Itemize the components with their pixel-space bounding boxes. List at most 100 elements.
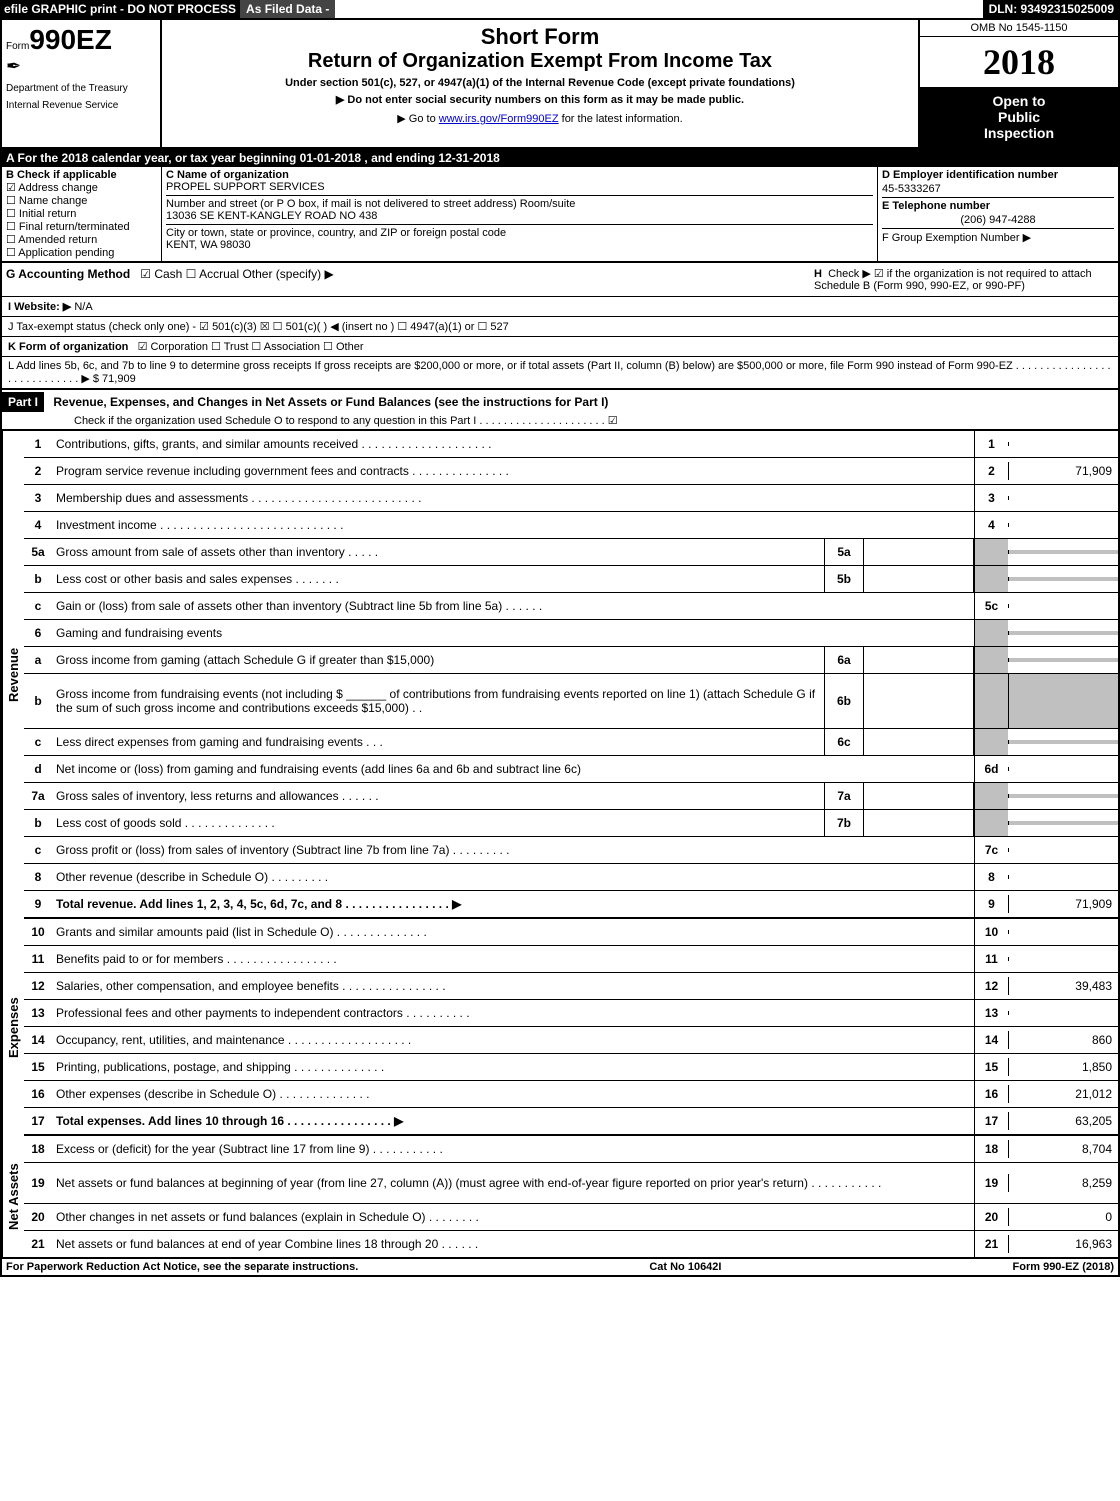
line-5a-subval [864, 539, 974, 565]
part-i-header: Part I Revenue, Expenses, and Changes in… [2, 388, 1118, 431]
check-address-change[interactable]: ☑ Address change [6, 181, 157, 194]
form-id-box: Form990EZ ✒ Department of the Treasury I… [2, 20, 162, 147]
tax-year: 2018 [920, 37, 1118, 87]
tax-year-end: 12-31-2018 [438, 151, 499, 165]
line-11-num: 11 [24, 950, 52, 968]
accounting-method-opts[interactable]: ☑ Cash ☐ Accrual Other (specify) ▶ [140, 267, 333, 281]
section-h-text: Check ▶ ☑ if the organization is not req… [814, 268, 1092, 292]
line-8-rnum: 8 [974, 864, 1008, 890]
section-i: I Website: ▶ N/A [2, 297, 1118, 317]
line-8-num: 8 [24, 868, 52, 886]
line-6-val [1008, 631, 1118, 635]
check-application-pending[interactable]: ☐ Application pending [6, 246, 157, 259]
line-16-val: 21,012 [1008, 1085, 1118, 1103]
form-frame: Form990EZ ✒ Department of the Treasury I… [0, 18, 1120, 1277]
line-2-val: 71,909 [1008, 462, 1118, 480]
line-6c-subval [864, 729, 974, 755]
line-6d-rnum: 6d [974, 756, 1008, 782]
line-4-rnum: 4 [974, 512, 1008, 538]
paperwork-notice: For Paperwork Reduction Act Notice, see … [6, 1261, 358, 1273]
section-l: L Add lines 5b, 6c, and 7b to line 9 to … [2, 357, 1118, 388]
line-3-num: 3 [24, 489, 52, 507]
check-name-change[interactable]: ☐ Name change [6, 194, 157, 207]
line-5c-rnum: 5c [974, 593, 1008, 619]
line-6-rnum [974, 620, 1008, 646]
check-initial-return[interactable]: ☐ Initial return [6, 207, 157, 220]
line-5a-num: 5a [24, 543, 52, 561]
line-1-desc: Contributions, gifts, grants, and simila… [52, 435, 974, 453]
line-7a-sub: 7a [824, 783, 864, 809]
tax-year-begin: 01-01-2018 [300, 151, 361, 165]
section-a-mid: , and ending [361, 151, 438, 165]
line-6a-subval [864, 647, 974, 673]
line-20-val: 0 [1008, 1208, 1118, 1226]
line-14-val: 860 [1008, 1031, 1118, 1049]
line-9-desc: Total revenue. Add lines 1, 2, 3, 4, 5c,… [52, 895, 974, 913]
line-13-num: 13 [24, 1004, 52, 1022]
line-18-num: 18 [24, 1140, 52, 1158]
check-amended-return[interactable]: ☐ Amended return [6, 233, 157, 246]
check-final-return[interactable]: ☐ Final return/terminated [6, 220, 157, 233]
line-5c-num: c [24, 597, 52, 615]
line-6-num: 6 [24, 624, 52, 642]
line-10-rnum: 10 [974, 919, 1008, 945]
cat-number: Cat No 10642I [649, 1261, 721, 1273]
dept-treasury: Department of the Treasury [6, 83, 156, 94]
addr-label: Number and street (or P O box, if mail i… [166, 198, 873, 210]
line-7b-desc: Less cost of goods sold . . . . . . . . … [52, 814, 824, 832]
org-name-label: C Name of organization [166, 169, 873, 181]
ein-value: 45-5333267 [882, 181, 1114, 198]
city-label: City or town, state or province, country… [166, 227, 873, 239]
line-20-desc: Other changes in net assets or fund bala… [52, 1208, 974, 1226]
line-2-num: 2 [24, 462, 52, 480]
line-14-desc: Occupancy, rent, utilities, and maintena… [52, 1031, 974, 1049]
line-6b-rnum [974, 674, 1008, 728]
efile-icon: ✒ [6, 56, 156, 77]
section-b-label: B Check if applicable [6, 169, 157, 181]
line-19-desc: Net assets or fund balances at beginning… [52, 1174, 974, 1192]
accounting-method-label: G Accounting Method [6, 267, 130, 281]
line-19-val: 8,259 [1008, 1174, 1118, 1192]
line-6c-rnum [974, 729, 1008, 755]
goto-pre: ▶ Go to [397, 113, 438, 125]
line-1-val [1008, 442, 1118, 446]
line-1-num: 1 [24, 435, 52, 453]
omb-number: OMB No 1545-1150 [920, 20, 1118, 37]
line-14-num: 14 [24, 1031, 52, 1049]
org-address: 13036 SE KENT-KANGLEY ROAD NO 438 [166, 210, 873, 222]
form-of-org-opts[interactable]: ☑ Corporation ☐ Trust ☐ Association ☐ Ot… [138, 341, 364, 353]
section-j: J Tax-exempt status (check only one) - ☑… [2, 317, 1118, 337]
ssn-warning: ▶ Do not enter social security numbers o… [170, 93, 910, 106]
line-9-val: 71,909 [1008, 895, 1118, 913]
dept-irs: Internal Revenue Service [6, 100, 156, 111]
line-17-num: 17 [24, 1112, 52, 1130]
line-15-desc: Printing, publications, postage, and shi… [52, 1058, 974, 1076]
line-7c-rnum: 7c [974, 837, 1008, 863]
line-19-num: 19 [24, 1174, 52, 1192]
line-12-val: 39,483 [1008, 977, 1118, 995]
line-5b-subval [864, 566, 974, 592]
header-right-box: OMB No 1545-1150 2018 Open to Public Ins… [918, 20, 1118, 147]
line-7a-desc: Gross sales of inventory, less returns a… [52, 787, 824, 805]
phone-label: E Telephone number [882, 200, 1114, 212]
netassets-side-label: Net Assets [2, 1136, 24, 1257]
line-17-val: 63,205 [1008, 1112, 1118, 1130]
section-l-text: L Add lines 5b, 6c, and 7b to line 9 to … [8, 360, 1111, 385]
irs-link[interactable]: www.irs.gov/Form990EZ [439, 113, 559, 125]
line-3-desc: Membership dues and assessments . . . . … [52, 489, 974, 507]
line-15-num: 15 [24, 1058, 52, 1076]
line-15-rnum: 15 [974, 1054, 1008, 1080]
line-7a-subval [864, 783, 974, 809]
line-2-desc: Program service revenue including govern… [52, 462, 974, 480]
line-10-desc: Grants and similar amounts paid (list in… [52, 923, 974, 941]
line-3-val [1008, 496, 1118, 500]
line-6b-desc: Gross income from fundraising events (no… [52, 685, 824, 717]
tax-exempt-status[interactable]: J Tax-exempt status (check only one) - ☑… [8, 321, 509, 333]
line-5c-val [1008, 604, 1118, 608]
line-21-rnum: 21 [974, 1231, 1008, 1257]
line-2-rnum: 2 [974, 458, 1008, 484]
org-city: KENT, WA 98030 [166, 239, 873, 251]
line-7c-num: c [24, 841, 52, 859]
form-ref: Form 990-EZ (2018) [1013, 1261, 1114, 1273]
section-def: D Employer identification number 45-5333… [878, 167, 1118, 261]
